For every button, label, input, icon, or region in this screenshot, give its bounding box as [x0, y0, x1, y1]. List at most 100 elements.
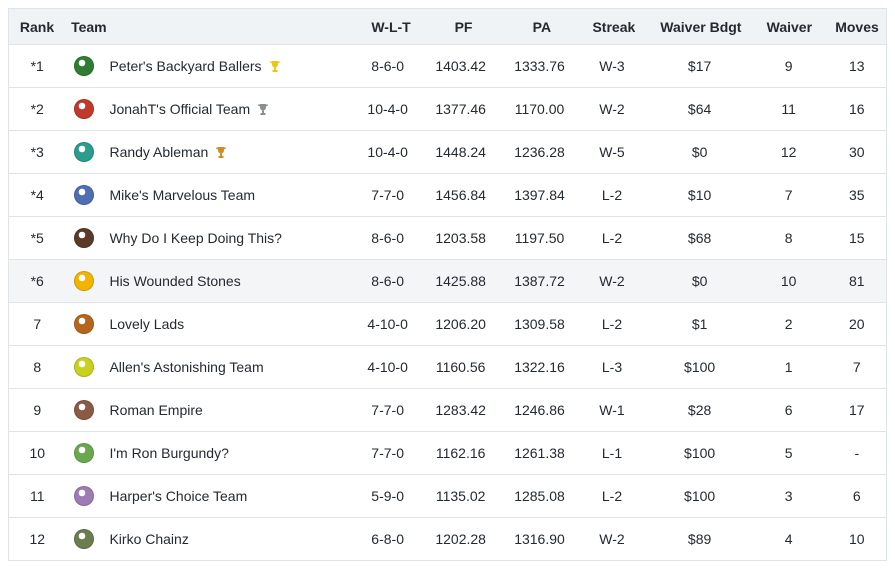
wlt-cell: 8-6-0	[371, 273, 404, 289]
pf-cell: 1162.16	[435, 445, 486, 461]
team-avatar[interactable]	[74, 400, 95, 420]
team-avatar[interactable]	[74, 357, 95, 377]
pf-cell: 1283.42	[435, 402, 486, 418]
pa-cell: 1309.58	[514, 316, 565, 332]
pa-cell: 1387.72	[514, 273, 565, 289]
waiver-budget-cell: $64	[687, 101, 712, 117]
waiver-budget-cell: $68	[687, 230, 712, 246]
team-avatar[interactable]	[74, 271, 95, 291]
team-name-link[interactable]: Lovely Lads	[109, 316, 185, 332]
team-name-link[interactable]: I'm Ron Burgundy?	[109, 445, 229, 461]
moves-cell: 35	[849, 187, 865, 203]
table-row: 9 Roman Empire 7-7-0 1283.42 1246.86 W-1…	[9, 389, 886, 432]
waiver-cell: 8	[784, 230, 793, 246]
team-avatar[interactable]	[74, 314, 95, 334]
team-name-link[interactable]: JonahT's Official Team	[109, 101, 251, 117]
moves-cell: -	[854, 445, 860, 461]
waiver-cell: 1	[784, 359, 793, 375]
rank-cell: 11	[29, 488, 45, 504]
waiver-budget-cell: $10	[687, 187, 712, 203]
table-row: *4 Mike's Marvelous Team 7-7-0 1456.84 1…	[9, 174, 886, 217]
header-waiver-budget[interactable]: Waiver Bdgt	[660, 18, 742, 35]
table-header: Rank Team W-L-T PF PA Streak Waiver Bdgt…	[9, 9, 886, 45]
team-avatar[interactable]	[74, 529, 95, 549]
rank-cell: *1	[30, 58, 44, 74]
rank-cell: *6	[30, 273, 44, 289]
waiver-cell: 4	[784, 531, 793, 547]
team-avatar[interactable]	[74, 142, 95, 162]
waiver-cell: 12	[780, 144, 797, 160]
moves-cell: 30	[849, 144, 865, 160]
pf-cell: 1135.02	[435, 488, 486, 504]
header-streak[interactable]: Streak	[592, 18, 636, 35]
team-cell: I'm Ron Burgundy?	[65, 443, 358, 463]
wlt-cell: 4-10-0	[367, 316, 408, 332]
pa-cell: 1197.50	[514, 230, 565, 246]
header-rank[interactable]: Rank	[19, 18, 55, 35]
moves-cell: 16	[849, 101, 865, 117]
header-wlt[interactable]: W-L-T	[371, 18, 411, 35]
wlt-cell: 8-6-0	[371, 230, 404, 246]
moves-cell: 15	[849, 230, 865, 246]
waiver-cell: 2	[784, 316, 793, 332]
team-name-link[interactable]: His Wounded Stones	[109, 273, 241, 289]
pa-cell: 1261.38	[514, 445, 565, 461]
team-name-link[interactable]: Mike's Marvelous Team	[109, 187, 256, 203]
waiver-budget-cell: $0	[691, 144, 708, 160]
team-name-link[interactable]: Kirko Chainz	[109, 531, 189, 547]
table-row: *1 Peter's Backyard Ballers 8-6-0 1403.4…	[9, 45, 886, 88]
header-team[interactable]: Team	[71, 18, 107, 35]
wlt-cell: 5-9-0	[371, 488, 404, 504]
streak-cell: W-2	[599, 101, 625, 117]
rank-cell: 12	[29, 531, 46, 547]
team-avatar[interactable]	[74, 99, 95, 119]
wlt-cell: 4-10-0	[367, 359, 408, 375]
pf-cell: 1206.20	[435, 316, 486, 332]
team-avatar[interactable]	[74, 185, 95, 205]
pa-cell: 1397.84	[514, 187, 565, 203]
team-avatar[interactable]	[74, 486, 95, 506]
streak-cell: W-1	[599, 402, 625, 418]
table-row: *5 Why Do I Keep Doing This? 8-6-0 1203.…	[9, 217, 886, 260]
wlt-cell: 7-7-0	[371, 402, 404, 418]
trophy-icon	[258, 103, 269, 115]
standings-table: Rank Team W-L-T PF PA Streak Waiver Bdgt…	[8, 8, 887, 561]
team-name-link[interactable]: Randy Ableman	[109, 144, 209, 160]
team-name-link[interactable]: Roman Empire	[109, 402, 203, 418]
table-row: 11 Harper's Choice Team 5-9-0 1135.02 12…	[9, 475, 886, 518]
streak-cell: L-2	[601, 187, 623, 203]
pa-cell: 1316.90	[514, 531, 565, 547]
team-avatar[interactable]	[74, 228, 95, 248]
team-avatar[interactable]	[74, 443, 95, 463]
pf-cell: 1160.56	[435, 359, 486, 375]
pa-cell: 1170.00	[514, 101, 565, 117]
moves-cell: 13	[849, 58, 865, 74]
header-pa[interactable]: PA	[532, 18, 552, 35]
waiver-budget-cell: $17	[687, 58, 712, 74]
wlt-cell: 10-4-0	[367, 101, 408, 117]
moves-cell: 10	[849, 531, 865, 547]
waiver-budget-cell: $100	[684, 359, 716, 375]
pa-cell: 1246.86	[514, 402, 565, 418]
header-pf[interactable]: PF	[454, 18, 473, 35]
team-name-link[interactable]: Why Do I Keep Doing This?	[109, 230, 282, 246]
team-avatar[interactable]	[74, 56, 95, 76]
team-name-link[interactable]: Peter's Backyard Ballers	[109, 58, 262, 74]
wlt-cell: 8-6-0	[371, 58, 404, 74]
streak-cell: W-2	[599, 273, 625, 289]
rank-cell: *3	[30, 144, 44, 160]
moves-cell: 17	[849, 402, 865, 418]
team-cell: Peter's Backyard Ballers	[65, 56, 358, 76]
pf-cell: 1456.84	[435, 187, 486, 203]
waiver-budget-cell: $28	[687, 402, 712, 418]
wlt-cell: 6-8-0	[371, 531, 404, 547]
team-name-link[interactable]: Allen's Astonishing Team	[109, 359, 264, 375]
rank-cell: 8	[33, 359, 42, 375]
waiver-cell: 7	[784, 187, 793, 203]
header-moves[interactable]: Moves	[835, 18, 879, 35]
moves-cell: 6	[852, 488, 861, 504]
header-waiver[interactable]: Waiver	[766, 18, 813, 35]
rank-cell: *5	[30, 230, 44, 246]
waiver-cell: 6	[784, 402, 793, 418]
team-name-link[interactable]: Harper's Choice Team	[109, 488, 248, 504]
